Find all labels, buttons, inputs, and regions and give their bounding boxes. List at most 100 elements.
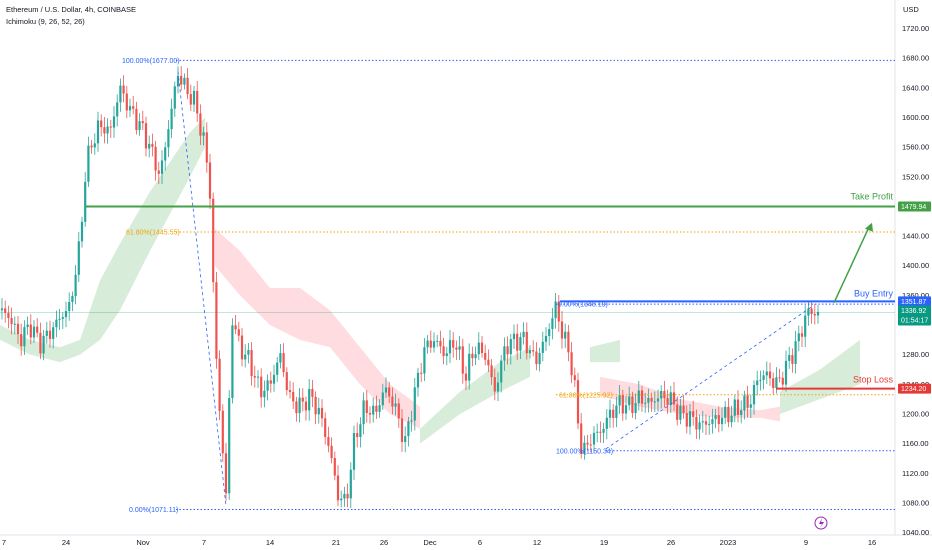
candle-body (743, 395, 746, 411)
candle-body (477, 342, 480, 355)
candle-body (125, 93, 128, 111)
currency-label: USD (903, 5, 919, 14)
candle-body (256, 376, 260, 378)
candle-body (528, 350, 532, 354)
candle-body (807, 308, 810, 316)
candle-body (516, 333, 519, 351)
candle-body (612, 409, 615, 418)
candle-body (368, 413, 372, 415)
candle-body (154, 146, 157, 171)
candle-body (397, 403, 400, 419)
time-tick: 9 (804, 538, 808, 547)
candle-body (279, 353, 282, 363)
candle-body (356, 433, 359, 438)
candle-body (186, 77, 189, 95)
candle-body (445, 353, 448, 357)
candle-body (794, 341, 797, 364)
candle-body (292, 391, 295, 402)
candle-body (765, 371, 768, 376)
candle-body (7, 312, 10, 319)
candle-body (215, 282, 218, 359)
candle-body (231, 325, 234, 399)
candle-body (228, 398, 231, 494)
candle-body (458, 346, 461, 350)
candle-body (810, 308, 813, 315)
candle-body (327, 436, 330, 446)
candle-body (541, 341, 544, 354)
candle-body (362, 400, 365, 425)
time-tick: 16 (868, 538, 876, 547)
countdown-tag-text: 01:54:17 (901, 317, 928, 324)
fib-label-100: 100.00%(1677.00) (122, 58, 180, 65)
candle-body (784, 360, 788, 385)
time-tick: 14 (266, 538, 274, 547)
candle-body (752, 385, 756, 405)
candle-body (112, 116, 116, 128)
candle-body (260, 376, 263, 398)
candle-body (138, 121, 141, 131)
candle-body (330, 445, 333, 459)
fib-label-0-right: 0.00%(1348.19) (558, 302, 608, 309)
kumo-bullish (420, 347, 530, 444)
candle-body (314, 396, 317, 415)
candle-body (720, 417, 724, 425)
candle-body (567, 331, 570, 353)
candle-body (746, 395, 749, 408)
candle-body (103, 127, 106, 134)
candle-body (653, 401, 656, 403)
candle-body (500, 360, 503, 383)
candle-body (157, 170, 160, 174)
candle-body (311, 388, 314, 397)
candle-body (394, 403, 397, 407)
candle-body (772, 378, 775, 389)
candle-body (224, 453, 228, 494)
candle-body (141, 121, 144, 124)
time-tick: 7 (202, 538, 206, 547)
projection-arrow (833, 224, 871, 304)
candle-body (416, 372, 420, 388)
candle-body (592, 432, 596, 445)
candle-body (471, 353, 474, 359)
indicator-label: Ichimoku (9, 26, 52, 26) (6, 17, 85, 26)
candle-body (180, 75, 183, 85)
price-tick: 1680.00 (902, 54, 929, 63)
candle-body (0, 308, 4, 311)
candle-body (68, 301, 71, 312)
candle-body (621, 394, 624, 414)
candle-body (352, 433, 356, 470)
candle-body (205, 132, 208, 163)
candle-body (608, 409, 612, 418)
candle-body (100, 120, 103, 128)
time-tick: 7 (2, 538, 6, 547)
time-tick: Dec (423, 538, 437, 547)
candle-body (42, 335, 45, 354)
buy-entry-tag-text: 1351.87 (901, 299, 926, 306)
kumo-bullish (780, 339, 860, 414)
fib-label-100-right: 100.00%(1150.34) (556, 448, 613, 455)
projection-arrow-head (865, 222, 873, 232)
candle-body (388, 387, 391, 397)
candle-body (736, 399, 740, 415)
candle-body (333, 458, 336, 476)
candle-body (439, 340, 442, 347)
candle-body (404, 436, 407, 442)
candle-body (640, 390, 644, 404)
lightning-icon (814, 516, 828, 530)
candle-body (714, 415, 717, 420)
candle-body (650, 397, 653, 402)
candle-body (468, 353, 471, 381)
candle-body (432, 341, 436, 348)
kumo-bullish (590, 339, 620, 363)
candle-body (336, 475, 340, 501)
candle-body (634, 403, 637, 414)
candle-body (308, 388, 311, 411)
candle-body (762, 375, 765, 380)
candle-body (237, 329, 240, 336)
candle-body (669, 392, 672, 406)
candle-body (788, 355, 791, 361)
candle-body (605, 417, 608, 429)
candle-body (679, 405, 682, 420)
candle-body (346, 493, 349, 499)
price-tick: 1200.00 (902, 409, 929, 418)
